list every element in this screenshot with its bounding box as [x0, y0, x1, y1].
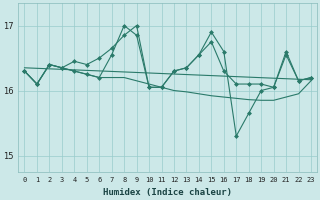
X-axis label: Humidex (Indice chaleur): Humidex (Indice chaleur) [103, 188, 232, 197]
